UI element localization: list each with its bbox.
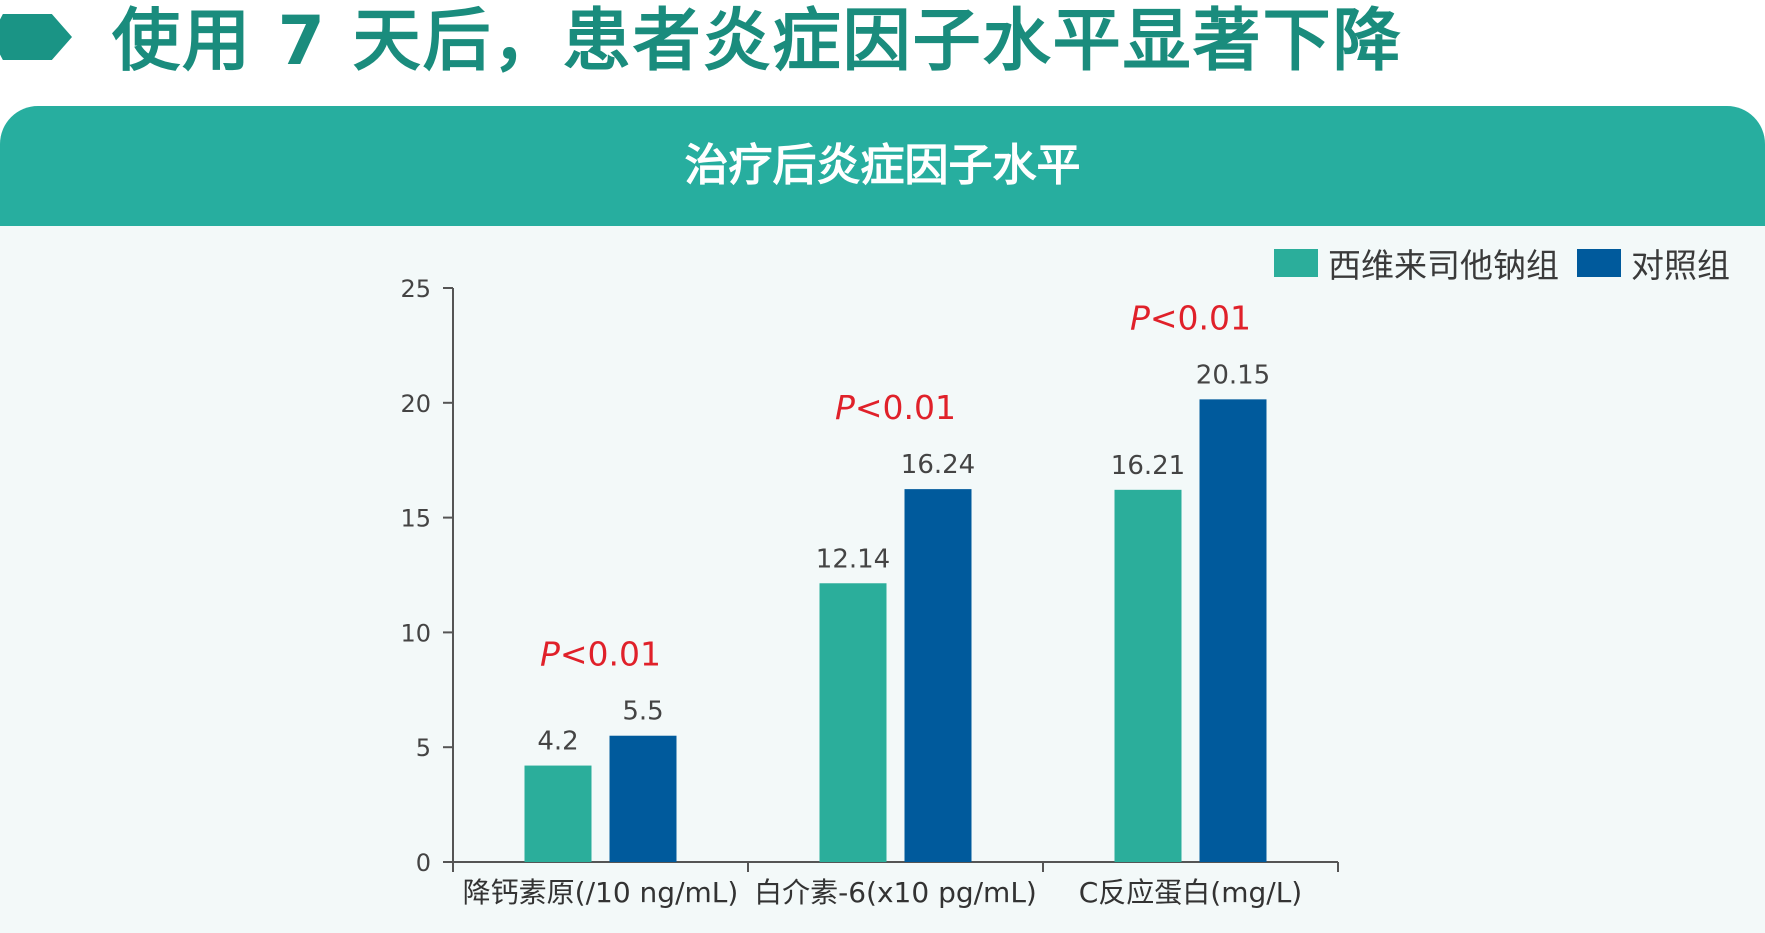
data-label: 16.24: [901, 450, 975, 480]
x-category-label: 白介素-6(x10 pg/mL): [754, 876, 1037, 909]
headline-title: 使用 7 天后，患者炎症因子水平显著下降: [112, 2, 1403, 81]
p-value-annotation: P<0.01: [835, 388, 956, 427]
data-label: 16.21: [1111, 451, 1185, 481]
data-label: 4.2: [537, 727, 578, 757]
bar-sivelestat: [819, 583, 887, 862]
x-category-label: C反应蛋白(mg/L): [1079, 876, 1302, 909]
y-tick-label: 10: [400, 619, 431, 647]
data-label: 5.5: [622, 697, 663, 727]
p-value-annotation: P<0.01: [1130, 298, 1251, 337]
legend-label-control: 对照组: [1631, 246, 1730, 285]
legend-item-control: 对照组: [1577, 239, 1730, 287]
y-tick-label: 20: [400, 390, 431, 418]
legend-swatch-control: [1577, 249, 1621, 277]
p-value-annotation: P<0.01: [540, 635, 661, 674]
y-tick-label: 5: [416, 734, 431, 762]
bar-control: [904, 489, 972, 862]
y-tick-label: 25: [400, 275, 431, 303]
panel-header: 治疗后炎症因子水平: [0, 106, 1765, 226]
legend-label-sivelestat: 西维来司他钠组: [1328, 246, 1559, 285]
bar-control: [1199, 399, 1267, 862]
y-tick-label: 0: [416, 849, 431, 877]
bar-control: [609, 735, 677, 862]
legend-item-sivelestat: 西维来司他钠组: [1274, 239, 1559, 287]
chart-legend: 西维来司他钠组 对照组: [1274, 241, 1730, 285]
bar-sivelestat: [524, 765, 592, 862]
headline: 使用 7 天后，患者炎症因子水平显著下降: [0, 0, 1765, 92]
data-label: 20.15: [1196, 360, 1270, 390]
data-label: 12.14: [816, 544, 890, 574]
bar-sivelestat: [1114, 489, 1182, 862]
panel-title: 治疗后炎症因子水平: [684, 140, 1081, 191]
x-category-label: 降钙素原(/10 ng/mL): [463, 876, 739, 909]
legend-swatch-sivelestat: [1274, 249, 1318, 277]
y-tick-label: 15: [400, 505, 431, 533]
